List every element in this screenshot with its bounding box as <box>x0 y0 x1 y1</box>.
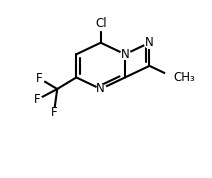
Text: CH₃: CH₃ <box>174 71 196 84</box>
Text: F: F <box>34 93 40 106</box>
Text: N: N <box>121 48 130 61</box>
Text: F: F <box>36 72 43 85</box>
Text: F: F <box>51 106 57 119</box>
Text: Cl: Cl <box>95 17 106 30</box>
Text: N: N <box>96 82 105 96</box>
Text: N: N <box>145 36 154 49</box>
